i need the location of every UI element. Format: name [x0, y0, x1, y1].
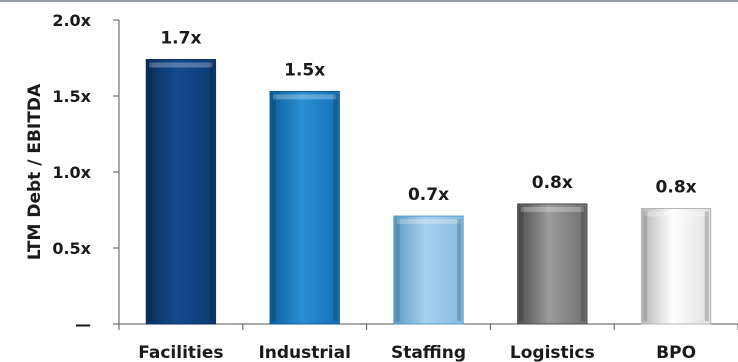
bar-bevel-right — [457, 219, 462, 321]
bar-bevel-top — [273, 94, 337, 100]
bar-facilities — [145, 59, 217, 325]
bar-bevel-top — [520, 206, 584, 212]
bar-industrial — [269, 90, 340, 325]
bars — [145, 59, 712, 325]
data-label-staffing: 0.7x — [408, 185, 449, 205]
top-rule — [0, 0, 738, 2]
data-label-logistics: 0.8x — [532, 173, 573, 193]
y-tick-label: 2.0x — [52, 11, 91, 30]
bar-bpo — [640, 207, 712, 325]
y-tick-label: 1.5x — [52, 87, 91, 106]
bar-logistics — [517, 203, 588, 325]
bar-bevel-left — [643, 211, 648, 321]
bar-bevel-right — [704, 211, 709, 321]
bar-body — [393, 215, 464, 325]
data-label-bpo: 0.8x — [656, 177, 697, 197]
bar-bevel-right — [209, 62, 214, 322]
bar-body — [145, 59, 217, 325]
bar-bevel-right — [580, 206, 585, 321]
bar-bevel-top — [149, 62, 213, 68]
x-tick-label-staffing: Staffing — [391, 343, 466, 362]
bar-bevel-top — [644, 211, 708, 217]
x-tick-label-logistics: Logistics — [510, 343, 595, 362]
x-tick-label-facilities: Facilities — [138, 343, 223, 362]
y-tick-label: 1.0x — [52, 163, 91, 182]
bar-bevel-right — [333, 94, 338, 321]
bar-bevel-left — [272, 94, 277, 321]
x-tick-label-industrial: Industrial — [258, 343, 350, 362]
data-label-facilities: 1.7x — [160, 29, 201, 49]
bar-body — [269, 90, 340, 325]
y-axis-ticks: — 0.5x 1.0x 1.5x 2.0x — [52, 11, 738, 334]
x-tick-label-bpo: BPO — [656, 343, 696, 362]
bar-bevel-top — [396, 219, 461, 225]
y-tick-label: — — [75, 315, 91, 334]
y-tick-label: 0.5x — [52, 239, 91, 258]
y-axis-label: LTM Debt / EBITDA — [25, 83, 45, 260]
bar-body — [517, 203, 588, 325]
bar-bevel-left — [519, 206, 524, 321]
bar-bevel-left — [395, 219, 400, 321]
bar-staffing — [393, 215, 464, 325]
bar-bevel-left — [148, 62, 153, 322]
labels: 1.7x Facilities 1.5x Industrial 0.7x Staffing… — [138, 29, 696, 362]
data-label-industrial: 1.5x — [284, 60, 325, 80]
bar-body — [640, 207, 712, 325]
